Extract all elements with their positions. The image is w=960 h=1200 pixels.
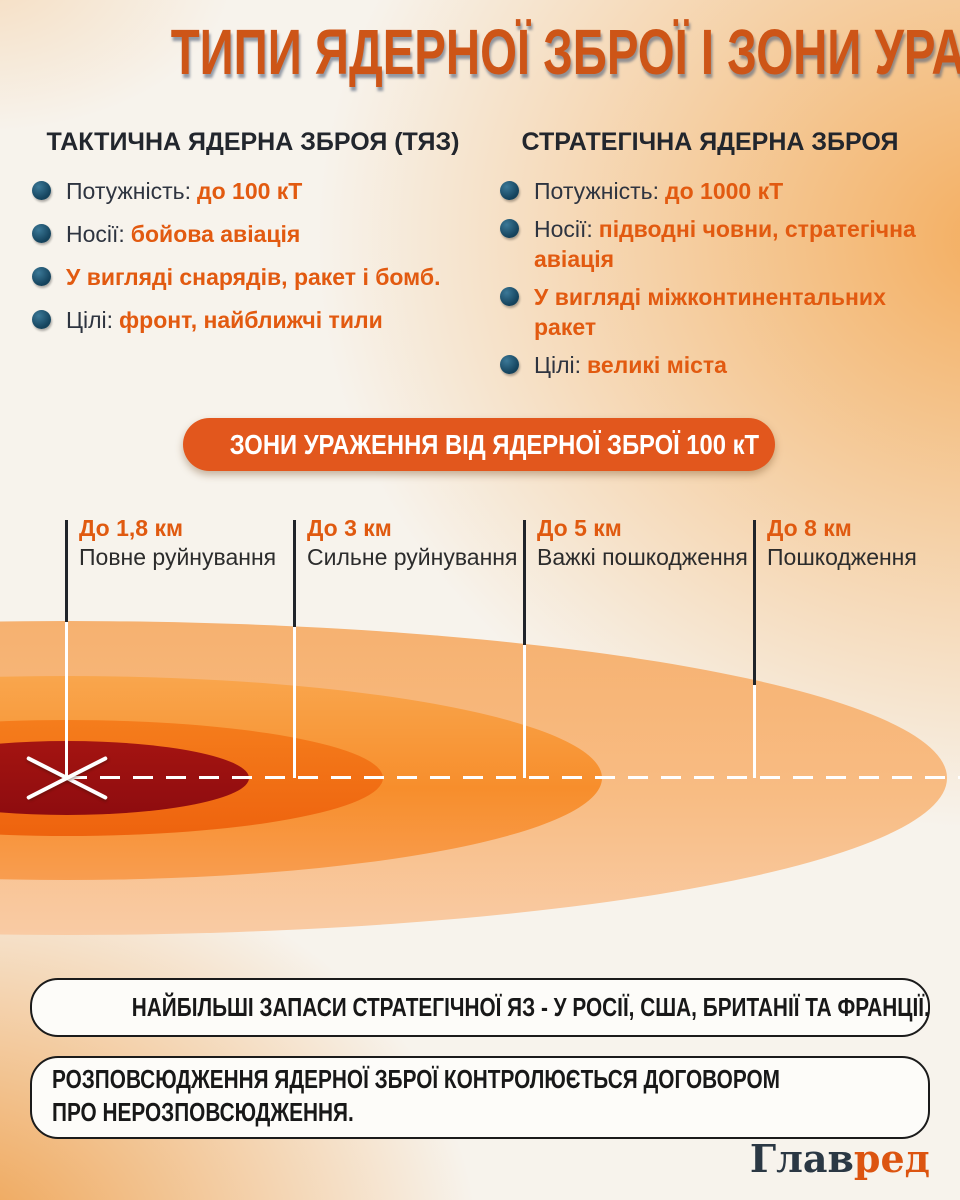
zone-distance: До 3 км — [307, 515, 392, 541]
list-item: Потужність: до 1000 кТ — [498, 176, 942, 206]
zone-label: До 1,8 км Повне руйнування — [79, 514, 276, 573]
tactical-column-header: ТАКТИЧНА ЯДЕРНА ЗБРОЯ (ТЯЗ) — [46, 128, 460, 156]
zones-banner-text: ЗОНИ УРАЖЕННЯ ВІД ЯДЕРНОЇ ЗБРОЇ 100 кТ — [229, 429, 760, 460]
note-box-treaty: РОЗПОВСЮДЖЕННЯ ЯДЕРНОЇ ЗБРОЇ КОНТРОЛЮЄТЬ… — [30, 1056, 930, 1139]
zone-marker-line — [523, 520, 526, 645]
zone-label: До 5 км Важкі пошкодження — [537, 514, 748, 573]
zone-marker-line — [753, 520, 756, 685]
zone-effect: Повне руйнування — [79, 544, 277, 570]
zone-marker-line — [293, 520, 296, 627]
zone-marker-line — [65, 520, 68, 622]
item-label: Потужність: — [534, 178, 659, 204]
list-item: Носії: підводні човни, стратегічна авіаці… — [498, 214, 942, 274]
list-item: Цілі: фронт, найближчі тили — [30, 305, 500, 335]
page-title-text: ТИПИ ЯДЕРНОЇ ЗБРОЇ І ЗОНИ УРАЖЕННЯ — [170, 16, 960, 88]
note-text-line: ПРО НЕРОЗПОВСЮДЖЕННЯ. — [52, 1097, 354, 1127]
bullet-dot-icon — [32, 310, 51, 329]
note-box-stockpiles: НАЙБІЛЬШІ ЗАПАСИ СТРАТЕГІЧНОЇ ЯЗ - У РОС… — [30, 978, 930, 1037]
distance-dashed-line — [67, 776, 960, 779]
item-value: до 100 кТ — [196, 178, 303, 204]
zone-marker-line — [65, 622, 68, 778]
bullet-dot-icon — [32, 181, 51, 200]
item-label: Потужність: — [66, 178, 191, 204]
list-item: Носії: бойова авіація — [30, 219, 500, 249]
item-value: підводні човни, стратегічна авіація — [534, 216, 916, 272]
bullet-dot-icon — [500, 219, 519, 238]
zone-marker-line — [293, 627, 296, 778]
item-label: Носії: — [66, 221, 125, 247]
bullet-dot-icon — [500, 181, 519, 200]
logo-part-orange: ред — [853, 1136, 930, 1181]
list-item: У вигляді снарядів, ракет і бомб. — [30, 262, 500, 292]
zone-marker-line — [523, 645, 526, 778]
zone-label: До 8 км Пошкодження — [767, 514, 917, 573]
item-label: Носії: — [534, 216, 593, 242]
item-label: Цілі: — [534, 352, 582, 378]
zone-effect: Сильне руйнування — [307, 544, 518, 570]
bullet-dot-icon — [500, 355, 519, 374]
note-text-line: РОЗПОВСЮДЖЕННЯ ЯДЕРНОЇ ЗБРОЇ КОНТРОЛЮЄТЬ… — [52, 1064, 780, 1094]
bullet-dot-icon — [32, 224, 51, 243]
zones-banner: ЗОНИ УРАЖЕННЯ ВІД ЯДЕРНОЇ ЗБРОЇ 100 кТ — [183, 418, 775, 471]
item-value: фронт, найближчі тили — [119, 307, 383, 333]
item-value: до 1000 кТ — [664, 178, 784, 204]
zone-effect: Важкі пошкодження — [537, 544, 748, 570]
bullet-dot-icon — [500, 287, 519, 306]
zone-marker-line — [753, 685, 756, 778]
zone-distance: До 5 км — [537, 515, 622, 541]
bullet-dot-icon — [32, 267, 51, 286]
item-value: У вигляді міжконтинентальних ракет — [534, 284, 886, 340]
page-title: ТИПИ ЯДЕРНОЇ ЗБРОЇ І ЗОНИ УРАЖЕННЯ — [0, 16, 960, 88]
item-value: бойова авіація — [130, 221, 301, 247]
item-value: У вигляді снарядів, ракет і бомб. — [66, 264, 441, 290]
list-item: Потужність: до 100 кТ — [30, 176, 500, 206]
glavred-logo: Главред — [750, 1136, 930, 1181]
logo-part-dark: Глав — [749, 1136, 854, 1181]
zone-effect: Пошкодження — [767, 544, 917, 570]
zone-distance: До 1,8 км — [79, 515, 183, 541]
tactical-bullet-list: Потужність: до 100 кТ Носії: бойова авіаці… — [30, 176, 500, 348]
item-value: великі міста — [587, 352, 727, 378]
zone-distance: До 8 км — [767, 515, 852, 541]
item-label: Цілі: — [66, 307, 114, 333]
zone-label: До 3 км Сильне руйнування — [307, 514, 517, 573]
strategic-bullet-list: Потужність: до 1000 кТ Носії: підводні чов… — [498, 176, 942, 388]
list-item: Цілі: великі міста — [498, 350, 942, 380]
strategic-column-header: СТРАТЕГІЧНА ЯДЕРНА ЗБРОЯ — [521, 128, 899, 156]
list-item: У вигляді міжконтинентальних ракет — [498, 282, 942, 342]
note-text: НАЙБІЛЬШІ ЗАПАСИ СТРАТЕГІЧНОЇ ЯЗ - У РОС… — [131, 992, 930, 1022]
